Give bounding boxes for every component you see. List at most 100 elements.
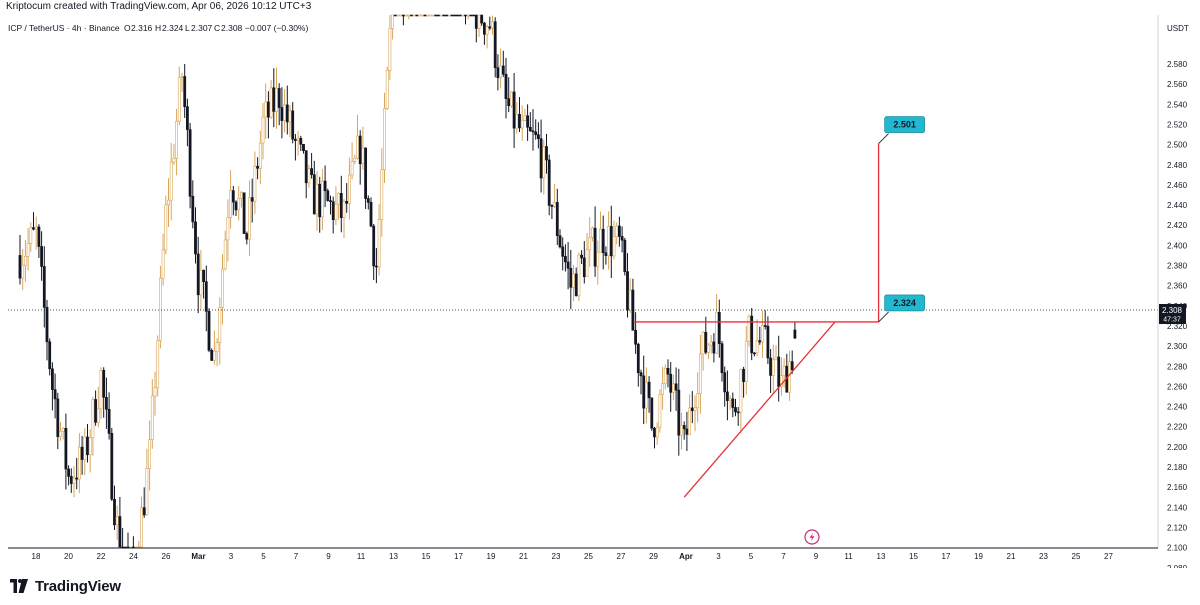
candle-body	[585, 249, 589, 278]
candle	[186, 98, 189, 147]
candle-body	[88, 437, 92, 456]
candle	[550, 204, 554, 220]
candle	[156, 335, 160, 397]
candle	[707, 343, 710, 360]
candle	[142, 487, 146, 518]
candle	[609, 205, 613, 278]
rising-support-line	[683, 321, 836, 498]
candle	[56, 392, 60, 450]
candle	[380, 148, 384, 237]
time-tick-label: 9	[814, 552, 819, 561]
candle-body	[628, 289, 632, 311]
candle-body	[474, 14, 478, 29]
candle-body	[569, 268, 573, 288]
candle-body	[647, 381, 651, 399]
candle	[690, 391, 694, 424]
time-tick-label: 27	[1104, 552, 1113, 561]
candle	[782, 358, 786, 388]
candle-body	[253, 165, 257, 202]
candle-body	[269, 87, 273, 118]
candle-body	[615, 225, 619, 237]
candle	[628, 278, 632, 313]
candle-body	[793, 329, 797, 339]
candle	[253, 151, 257, 214]
candle	[350, 142, 354, 180]
candle-body	[671, 383, 675, 393]
candle	[523, 108, 527, 122]
candle	[137, 540, 141, 549]
candle-body	[650, 397, 654, 429]
candle	[493, 17, 497, 78]
low-value: 2.307	[191, 23, 213, 33]
candle-body	[275, 88, 278, 112]
candle-body	[310, 168, 314, 175]
price-axis[interactable]: USDT 2.580 2.560 2.540 2.520 2.500 2.480 2.460…	[1157, 15, 1189, 568]
candle-body	[412, 14, 416, 17]
candle-body	[159, 277, 162, 341]
candle-body	[172, 157, 176, 163]
candle-body	[626, 271, 629, 311]
candle-body	[380, 169, 384, 220]
candle	[296, 130, 300, 156]
candle-body	[48, 341, 52, 370]
candle	[67, 465, 71, 486]
candle	[188, 122, 192, 209]
candle-body	[715, 311, 719, 354]
candle	[347, 157, 351, 220]
candle	[720, 341, 724, 382]
candle	[623, 237, 627, 276]
candle	[115, 505, 119, 541]
candle	[167, 178, 170, 227]
candle	[258, 130, 262, 185]
candle-body	[383, 108, 386, 170]
candle-body	[736, 411, 740, 414]
candle	[752, 352, 756, 357]
candle	[366, 195, 370, 210]
candle	[161, 233, 165, 286]
candle-body	[644, 381, 648, 409]
candle	[342, 198, 346, 239]
candle	[601, 215, 605, 270]
candle	[275, 67, 278, 129]
candle	[401, 14, 405, 26]
ohlc-legend: ICP / TetherUS · 4h · Binance O 2.316 H …	[8, 23, 308, 33]
candle-body	[447, 14, 451, 17]
candle-body	[99, 370, 103, 410]
candle	[439, 14, 443, 17]
candle-body	[196, 253, 200, 296]
candle	[704, 316, 708, 355]
candle-body	[515, 114, 519, 129]
candle-body	[771, 359, 775, 376]
brand[interactable]: TradingView	[8, 576, 121, 596]
candle-body	[431, 14, 435, 17]
candle	[531, 109, 535, 151]
time-tick-label: 27	[617, 552, 626, 561]
price-tick-label: 2.180	[1167, 463, 1188, 472]
candle	[288, 104, 292, 138]
candle-body	[782, 365, 786, 376]
candle	[169, 142, 173, 221]
candle	[59, 421, 62, 441]
price-chart[interactable]: ICP / TetherUS · 4h · Binance O 2.316 H …	[0, 0, 1200, 568]
candle	[653, 426, 656, 449]
candle-body	[399, 14, 403, 17]
candle-body	[688, 407, 692, 435]
currency-label: USDT	[1167, 24, 1189, 33]
candle-body	[183, 76, 187, 107]
candle-body	[698, 353, 702, 394]
candle	[518, 97, 521, 133]
price-tick-label: 2.460	[1167, 181, 1188, 190]
candle	[496, 54, 500, 91]
candle-body	[731, 398, 735, 408]
candle-body	[604, 252, 608, 256]
bolt-icon[interactable]	[804, 529, 820, 545]
candle	[663, 364, 667, 390]
candle-body	[140, 507, 143, 548]
candle	[445, 14, 449, 17]
candle-body	[242, 192, 246, 234]
candle	[374, 248, 378, 284]
candle-body	[779, 375, 783, 388]
candle	[480, 14, 484, 26]
candle-body	[634, 329, 638, 345]
time-axis[interactable]: 18 20 22 24 26 Mar 3 5 7 9 11 13 15 17 19 21 23 25 27 29 Apr…	[8, 547, 1158, 561]
